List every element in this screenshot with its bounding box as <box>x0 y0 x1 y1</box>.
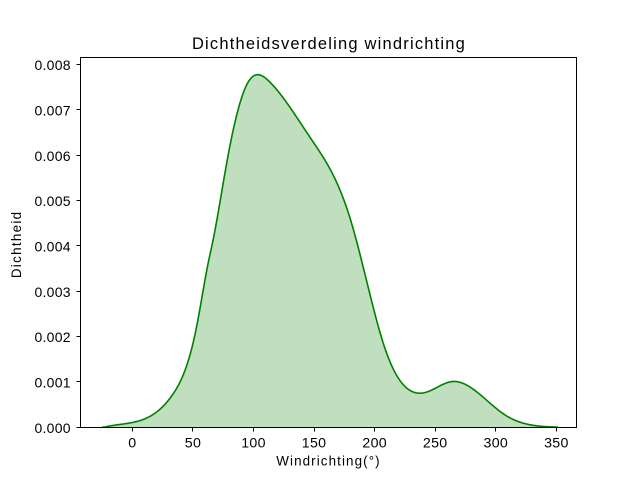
svg-text:0.006: 0.006 <box>35 148 71 164</box>
svg-text:0.008: 0.008 <box>35 57 71 73</box>
svg-text:100: 100 <box>241 436 266 452</box>
svg-text:50: 50 <box>185 436 201 452</box>
svg-text:250: 250 <box>423 436 448 452</box>
svg-text:0.003: 0.003 <box>35 284 71 300</box>
svg-text:200: 200 <box>362 436 387 452</box>
svg-text:150: 150 <box>302 436 327 452</box>
svg-text:350: 350 <box>544 436 569 452</box>
svg-text:0.000: 0.000 <box>35 420 71 436</box>
svg-text:0.001: 0.001 <box>35 375 71 391</box>
svg-text:Dichtheid: Dichtheid <box>9 211 24 279</box>
svg-text:0.002: 0.002 <box>35 329 71 345</box>
svg-text:300: 300 <box>484 436 509 452</box>
svg-text:0.004: 0.004 <box>35 239 71 255</box>
svg-text:0.005: 0.005 <box>35 193 71 209</box>
svg-text:Windrichting(°): Windrichting(°) <box>276 454 380 469</box>
svg-text:Dichtheidsverdeling windrichti: Dichtheidsverdeling windrichting <box>192 35 466 53</box>
svg-text:0.007: 0.007 <box>35 103 71 119</box>
svg-text:0: 0 <box>128 436 136 452</box>
